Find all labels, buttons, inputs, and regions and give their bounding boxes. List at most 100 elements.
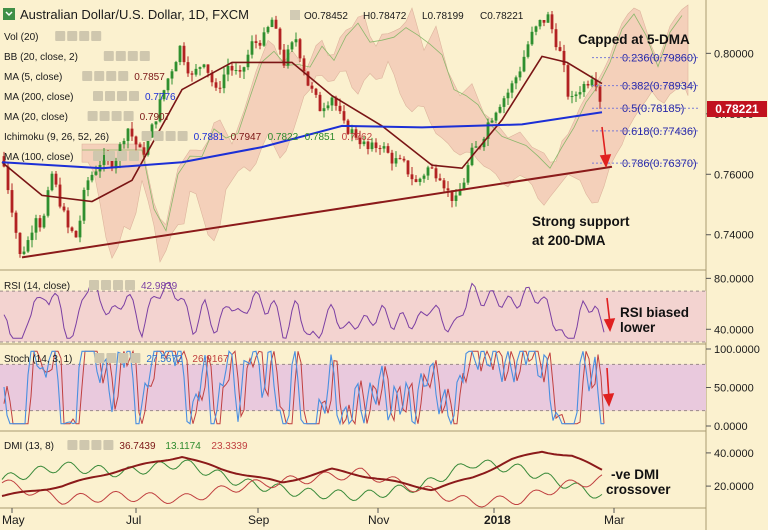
candle-body bbox=[234, 70, 238, 72]
indicator-settings-icon[interactable] bbox=[113, 280, 123, 290]
candle-body bbox=[574, 94, 578, 97]
indicator-settings-icon[interactable] bbox=[153, 131, 164, 141]
indicator-label: MA (5, close) bbox=[4, 72, 62, 83]
indicator-settings-icon[interactable] bbox=[67, 440, 78, 450]
indicator-settings-icon[interactable] bbox=[55, 31, 66, 41]
indicator-settings-icon[interactable] bbox=[130, 353, 141, 363]
candle-body bbox=[110, 160, 114, 169]
pane-legend-value: 23.3339 bbox=[211, 441, 248, 452]
indicator-settings-icon[interactable] bbox=[91, 31, 102, 41]
indicator-settings-icon[interactable] bbox=[115, 51, 126, 61]
indicator-settings-icon[interactable] bbox=[94, 353, 105, 363]
fib-level-label: 0.618(0.77436) bbox=[622, 126, 697, 138]
candle-body bbox=[126, 128, 130, 141]
eye-icon[interactable] bbox=[290, 10, 300, 20]
indicator-settings-icon[interactable] bbox=[93, 91, 103, 101]
indicator-label: MA (200, close) bbox=[4, 92, 73, 103]
candle-body bbox=[230, 65, 234, 71]
candle-body bbox=[282, 49, 286, 66]
candle-body bbox=[398, 158, 402, 160]
pane-legend-value: 36.7439 bbox=[119, 441, 156, 452]
candle-body bbox=[262, 32, 266, 46]
candle-body bbox=[210, 72, 214, 83]
indicator-label: MA (20, close) bbox=[4, 112, 68, 123]
time-tick-label: Nov bbox=[368, 513, 389, 527]
price-arrow-head bbox=[599, 154, 612, 169]
indicator-settings-icon[interactable] bbox=[129, 91, 139, 101]
indicator-settings-icon[interactable] bbox=[117, 151, 127, 161]
indicator-settings-icon[interactable] bbox=[105, 91, 115, 101]
indicator-settings-icon[interactable] bbox=[129, 151, 139, 161]
indicator-settings-icon[interactable] bbox=[139, 51, 150, 61]
indicator-settings-icon[interactable] bbox=[67, 31, 78, 41]
indicator-settings-icon[interactable] bbox=[117, 91, 127, 101]
candle-body bbox=[34, 218, 38, 233]
candle-body bbox=[190, 73, 194, 75]
candle-body bbox=[582, 84, 586, 93]
fib-level-label: 0.236(0.79860) bbox=[622, 53, 697, 65]
candle-body bbox=[138, 144, 142, 148]
indicator-settings-icon[interactable] bbox=[106, 71, 117, 81]
indicator-settings-icon[interactable] bbox=[101, 280, 111, 290]
candle-body bbox=[226, 65, 230, 75]
candle-body bbox=[10, 190, 14, 213]
candle-body bbox=[370, 142, 374, 150]
indicator-settings-icon[interactable] bbox=[165, 131, 176, 141]
candle-body bbox=[198, 67, 202, 69]
candle-body bbox=[154, 121, 158, 125]
indicator-settings-icon[interactable] bbox=[91, 440, 102, 450]
candle-body bbox=[562, 50, 566, 66]
candle-body bbox=[454, 195, 458, 201]
candle-body bbox=[430, 167, 434, 169]
indicator-label: Vol (20) bbox=[4, 32, 38, 43]
rsi-band bbox=[0, 291, 706, 342]
indicator-settings-icon[interactable] bbox=[79, 440, 90, 450]
candle-body bbox=[494, 112, 498, 121]
candle-body bbox=[550, 14, 554, 30]
indicator-settings-icon[interactable] bbox=[99, 111, 110, 121]
indicator-settings-icon[interactable] bbox=[123, 111, 134, 121]
indicator-settings-icon[interactable] bbox=[125, 280, 135, 290]
indicator-settings-icon[interactable] bbox=[82, 71, 93, 81]
candle-body bbox=[206, 64, 210, 73]
support-trendline bbox=[21, 165, 613, 259]
indicator-settings-icon[interactable] bbox=[118, 353, 129, 363]
indicator-settings-icon[interactable] bbox=[89, 280, 99, 290]
candle-body bbox=[250, 41, 254, 55]
candle-body bbox=[122, 140, 126, 145]
candle-body bbox=[90, 174, 94, 181]
indicator-settings-icon[interactable] bbox=[79, 31, 90, 41]
candle-body bbox=[214, 82, 218, 88]
candle-body bbox=[74, 230, 78, 238]
candle-body bbox=[14, 212, 18, 233]
indicator-settings-icon[interactable] bbox=[127, 51, 138, 61]
indicator-value: 0.7776 bbox=[145, 92, 176, 103]
candle-body bbox=[134, 136, 138, 145]
indicator-settings-icon[interactable] bbox=[103, 440, 114, 450]
candle-body bbox=[342, 111, 346, 121]
candle-body bbox=[274, 19, 278, 29]
indicator-settings-icon[interactable] bbox=[118, 71, 129, 81]
indicator-settings-icon[interactable] bbox=[177, 131, 188, 141]
indicator-settings-icon[interactable] bbox=[106, 353, 117, 363]
indicator-value: 0.7947 bbox=[231, 132, 262, 143]
candle-body bbox=[54, 173, 58, 185]
candle-body bbox=[42, 215, 46, 228]
ohlc-low: L0.78199 bbox=[422, 11, 464, 22]
pane-legend-value: 26.9167 bbox=[192, 354, 229, 365]
chevron-down-icon bbox=[5, 11, 13, 17]
candle-body bbox=[70, 227, 74, 231]
indicator-settings-icon[interactable] bbox=[103, 51, 114, 61]
candle-body bbox=[170, 71, 174, 79]
candle-body bbox=[482, 138, 486, 148]
indicator-settings-icon[interactable] bbox=[141, 131, 152, 141]
candle-body bbox=[414, 179, 418, 182]
last-price-badge: 0.78221 bbox=[707, 101, 767, 117]
indicator-settings-icon[interactable] bbox=[111, 111, 122, 121]
indicator-settings-icon[interactable] bbox=[105, 151, 115, 161]
candle-body bbox=[266, 27, 270, 33]
indicator-settings-icon[interactable] bbox=[87, 111, 98, 121]
indicator-settings-icon[interactable] bbox=[93, 151, 103, 161]
time-tick-label: May bbox=[2, 513, 25, 527]
indicator-settings-icon[interactable] bbox=[94, 71, 105, 81]
